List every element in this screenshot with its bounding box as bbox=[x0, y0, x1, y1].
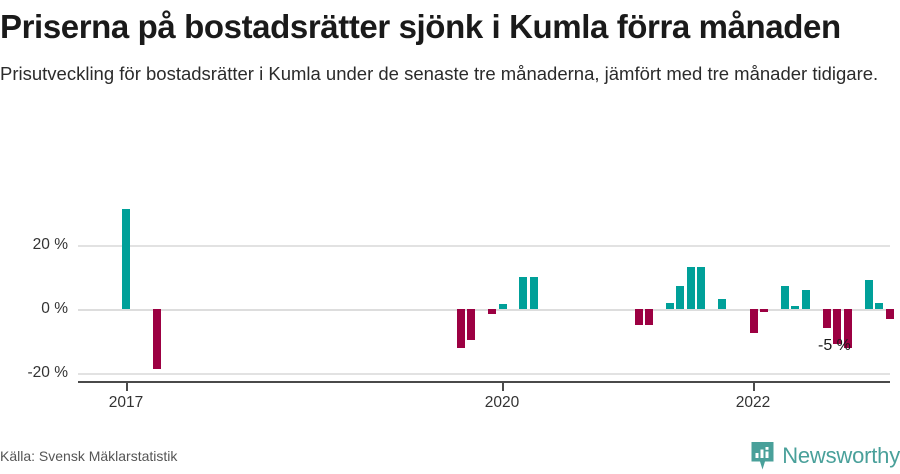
bar[interactable] bbox=[760, 309, 769, 313]
source-credit: Källa: Svensk Mäklarstatistik bbox=[0, 448, 178, 464]
bar[interactable] bbox=[843, 309, 852, 348]
bar[interactable] bbox=[498, 304, 507, 309]
chart-subtitle: Prisutveckling för bostadsrätter i Kumla… bbox=[0, 63, 879, 85]
bar[interactable] bbox=[697, 267, 706, 309]
x-axis-tick-mark bbox=[502, 383, 504, 391]
bar[interactable] bbox=[488, 309, 497, 314]
bar[interactable] bbox=[676, 286, 685, 309]
x-axis-tick-label: 2017 bbox=[108, 394, 144, 411]
bar[interactable] bbox=[519, 276, 528, 309]
bar[interactable] bbox=[645, 309, 653, 326]
bar[interactable] bbox=[467, 309, 476, 340]
logo-wordmark: Newsworthy bbox=[782, 443, 900, 468]
page-title: Priserna på bostadsrätter sjönk i Kumla … bbox=[0, 8, 841, 45]
y-axis-tick-label: 0 % bbox=[41, 300, 68, 317]
bar[interactable] bbox=[875, 302, 884, 309]
x-axis-line bbox=[78, 381, 890, 383]
bar[interactable] bbox=[529, 276, 538, 309]
x-axis-tick-mark bbox=[126, 383, 128, 391]
bar[interactable] bbox=[456, 309, 465, 348]
gridline-20 bbox=[78, 245, 890, 247]
gridline--20 bbox=[78, 373, 890, 375]
bar[interactable] bbox=[153, 309, 162, 369]
bar[interactable] bbox=[749, 309, 758, 334]
value-annotation: -5 % bbox=[818, 337, 851, 354]
y-axis-tick-label: 20 % bbox=[32, 236, 68, 253]
gridline-0 bbox=[78, 309, 890, 311]
newsworthy-pin-barchart-icon bbox=[751, 442, 774, 470]
bar[interactable] bbox=[885, 309, 894, 319]
newsworthy-logo[interactable]: Newsworthy bbox=[750, 441, 900, 471]
x-axis-tick-mark bbox=[753, 383, 755, 391]
x-axis-tick-label: 2020 bbox=[484, 394, 520, 411]
bar[interactable] bbox=[780, 286, 789, 309]
bar[interactable] bbox=[864, 279, 873, 309]
bar[interactable] bbox=[833, 309, 842, 345]
bar[interactable] bbox=[634, 309, 643, 326]
y-axis-tick-label: -20 % bbox=[27, 364, 69, 381]
bar[interactable] bbox=[791, 305, 800, 309]
bar[interactable] bbox=[686, 267, 695, 309]
x-axis-tick-label: 2022 bbox=[735, 394, 771, 411]
chart-header: Priserna på bostadsrätter sjönk i Kumla … bbox=[0, 0, 900, 88]
bar[interactable] bbox=[665, 302, 674, 309]
bar[interactable] bbox=[718, 299, 727, 309]
bar[interactable] bbox=[801, 289, 810, 309]
bar[interactable] bbox=[122, 209, 130, 309]
chart-footer: Källa: Svensk Mäklarstatistik Newsworthy bbox=[0, 441, 900, 474]
bar[interactable] bbox=[822, 309, 831, 329]
